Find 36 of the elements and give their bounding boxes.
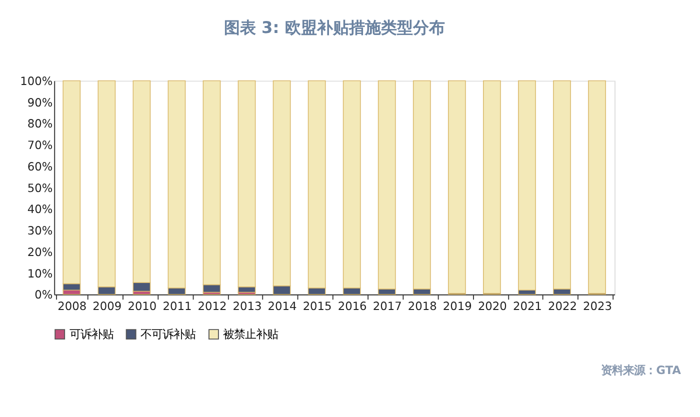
y-tick-label: 80% [27, 116, 53, 131]
x-tick-label: 2018 [408, 299, 437, 314]
x-tick-label: 2017 [372, 299, 402, 314]
y-tick-label: 40% [27, 202, 53, 216]
x-tick-label: 2021 [512, 299, 542, 314]
x-tick-label: 2022 [548, 299, 577, 314]
chart-title: 图表 3: 欧盟补贴措施类型分布 [224, 18, 445, 38]
x-tick-label: 2008 [58, 299, 87, 314]
y-tick-label: 30% [27, 224, 53, 238]
y-tick-label: 90% [27, 95, 53, 110]
y-tick-label: 100% [20, 74, 53, 88]
legend-label: 被禁止补贴 [223, 327, 278, 342]
y-tick-label: 0% [34, 288, 53, 302]
legend-label: 可诉补贴 [69, 327, 114, 342]
y-tick-label: 70% [27, 138, 53, 152]
x-tick-label: 2019 [442, 299, 472, 314]
bar [483, 80, 501, 294]
x-tick-label: 2013 [232, 299, 262, 314]
x-tick-label: 2020 [478, 299, 507, 314]
x-tick-label: 2010 [128, 299, 157, 314]
legend-label: 不可诉补贴 [140, 327, 196, 342]
y-tick-label: 20% [27, 244, 53, 259]
text: 资料来源：GTA [601, 363, 682, 378]
x-tick-label: 2011 [162, 299, 192, 314]
x-tick-label: 2009 [92, 299, 122, 314]
x-tick-label: 2012 [198, 299, 227, 314]
x-tick-label: 2014 [268, 299, 297, 314]
x-tick-label: 2023 [583, 299, 612, 314]
bar [518, 80, 536, 291]
y-tick-label: 10% [27, 266, 53, 280]
x-tick-label: 2016 [338, 299, 367, 314]
y-tick-label: 50% [27, 180, 53, 195]
bar [588, 80, 606, 294]
bar [448, 80, 466, 294]
y-tick-label: 60% [27, 159, 53, 174]
x-tick-label: 2015 [302, 299, 332, 314]
